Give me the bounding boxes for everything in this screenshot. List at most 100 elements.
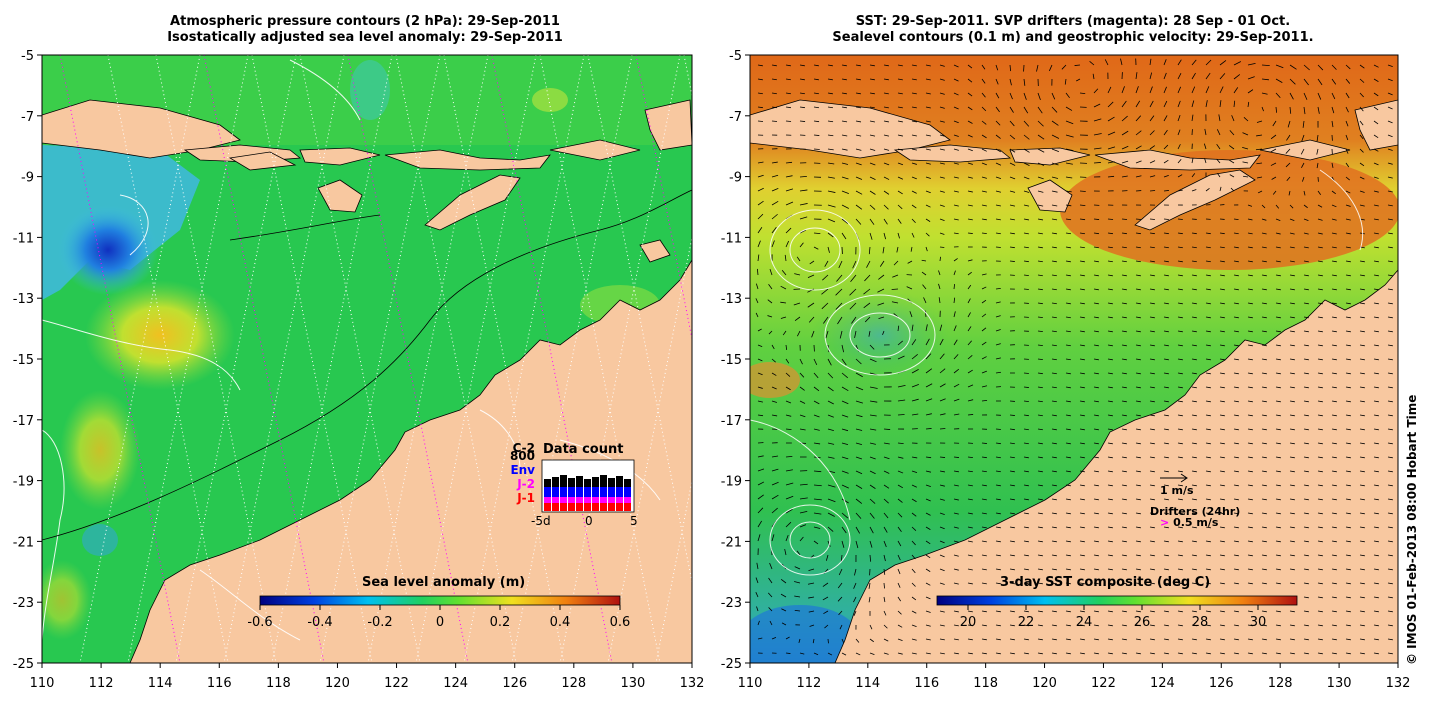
velocity-arrow [1051,540,1057,543]
velocity-arrow [1303,596,1309,599]
count-bar-segment [592,503,599,511]
altimeter-track [539,55,661,663]
velocity-arrow [827,442,835,445]
velocity-arrow [1065,526,1071,529]
velocity-arrow [869,414,877,417]
altimeter-track [607,234,692,663]
altimeter-track [443,55,565,663]
velocity-arrow [1079,274,1085,277]
velocity-arrow [897,232,900,239]
velocity-arrow [1051,638,1057,641]
right-map [750,55,1398,663]
velocity-arrow [967,92,973,97]
velocity-arrow [841,120,848,123]
velocity-arrow [1387,134,1393,138]
velocity-arrow [855,218,862,225]
velocity-arrow [841,512,849,519]
velocity-arrow [1289,232,1295,235]
velocity-arrow [1079,470,1085,473]
count-bar-segment [592,477,599,487]
velocity-arrow [1065,414,1071,417]
velocity-arrow [1289,414,1295,417]
velocity-arrow [925,338,930,346]
sst-tick-label: 24 [1076,615,1093,630]
velocity-arrow [1303,554,1309,557]
velocity-arrow [853,610,857,616]
velocity-arrow [1023,148,1030,153]
velocity-arrow [1359,442,1365,445]
velocity-arrow [1387,428,1393,431]
velocity-arrow [1093,484,1099,487]
velocity-arrow [1317,568,1323,571]
count-bar-segment [592,497,599,503]
velocity-arrow [1191,638,1197,641]
velocity-arrow [1219,554,1225,557]
velocity-arrow [1037,414,1043,417]
velocity-arrow [897,554,901,561]
velocity-arrow [967,399,974,402]
velocity-arrow [771,344,775,350]
velocity-arrow [1387,554,1393,557]
altimeter-track [127,55,249,663]
velocity-arrow [1233,288,1239,291]
velocity-arrow [1023,442,1029,445]
sla-colorbar: -0.6 -0.4 -0.2 0 0.2 0.4 0.6 [247,595,630,630]
right-cool-south [750,605,860,663]
velocity-arrow [1205,400,1211,403]
velocity-arrow [1149,72,1153,80]
velocity-arrow [883,218,888,225]
velocity-arrow [1037,218,1044,221]
velocity-arrow [1163,512,1169,515]
velocity-arrow [1163,372,1169,375]
velocity-arrow [1163,218,1169,220]
velocity-arrow [1037,330,1043,333]
velocity-arrow [1275,64,1284,69]
velocity-arrow [1149,218,1155,220]
velocity-arrow [1177,498,1183,501]
velocity-arrow [827,414,834,418]
velocity-arrow [1065,134,1074,138]
left-lon-label: 110 [30,676,55,691]
velocity-arrow [1023,484,1029,487]
velocity-arrow [769,620,773,626]
velocity-arrow [925,232,930,237]
velocity-arrow [855,498,863,504]
velocity-arrow [1079,610,1085,613]
velocity-arrow [757,187,764,192]
velocity-arrow [1051,162,1059,166]
velocity-arrow [1303,484,1309,487]
velocity-arrow [1345,484,1351,487]
velocity-arrow [813,414,820,418]
velocity-arrow [897,582,901,588]
velocity-arrow [1286,134,1291,141]
velocity-arrow [853,582,857,589]
count-bar-segment [544,479,551,487]
velocity-arrow [1359,358,1365,361]
velocity-arrow [1051,260,1057,263]
velocity-arrow [911,398,919,402]
velocity-arrow [981,273,987,276]
velocity-arrow [794,566,801,570]
velocity-arrow [1331,610,1337,613]
velocity-arrow [1317,288,1323,291]
velocity-arrow [841,652,847,656]
velocity-arrow [1229,174,1235,178]
velocity-arrow [925,134,931,137]
velocity-arrow [1317,330,1323,333]
velocity-arrow [995,176,1002,180]
velocity-arrow [1121,554,1127,557]
velocity-arrow [1079,372,1085,375]
velocity-arrow [1009,162,1016,166]
velocity-arrow [813,92,819,95]
velocity-arrow [1163,414,1169,417]
velocity-arrow [1317,78,1323,86]
velocity-arrow [813,64,819,67]
velocity-arrow [794,609,801,612]
velocity-arrow [1121,86,1125,94]
velocity-arrow [868,330,871,337]
altimeter-track [511,55,633,663]
velocity-arrow [785,534,789,542]
velocity-arrow [757,92,763,95]
velocity-arrow [1317,204,1323,208]
velocity-arrow [1373,568,1379,571]
